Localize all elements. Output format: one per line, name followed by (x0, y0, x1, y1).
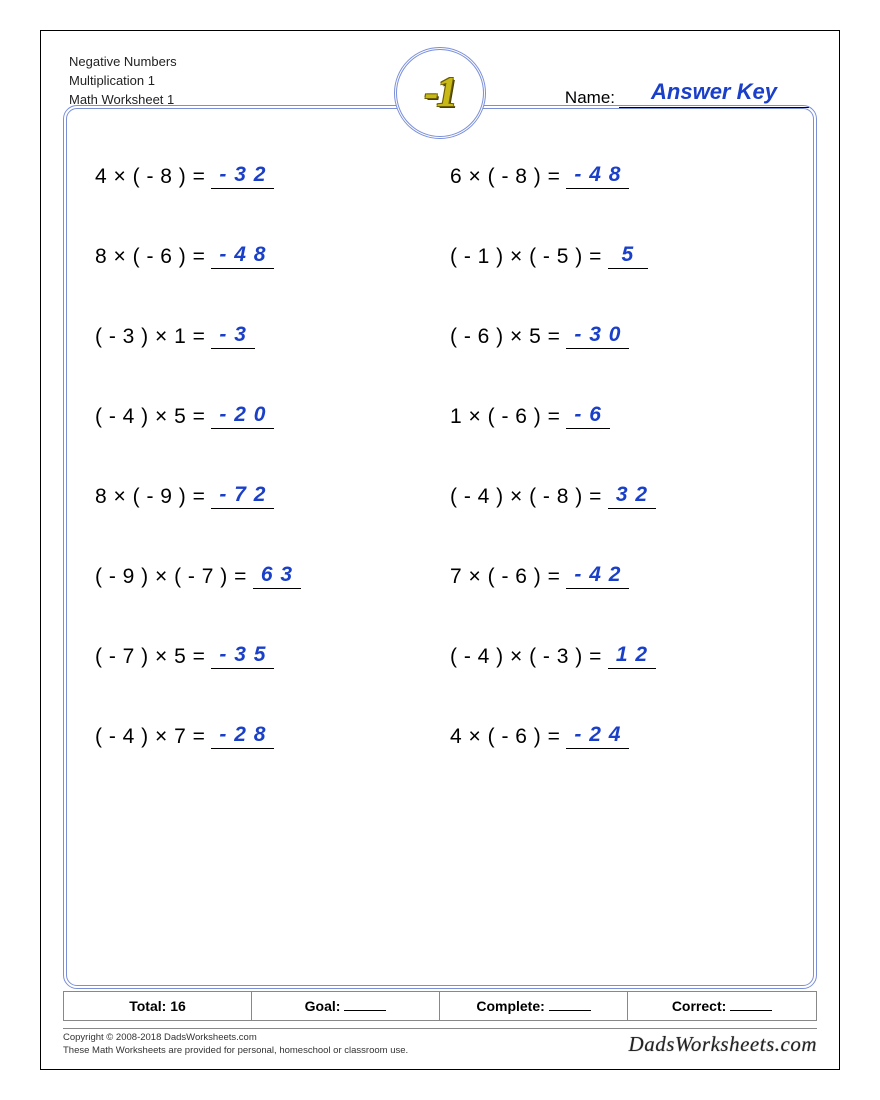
problem-equation: ( - 4 ) × ( - 3 ) = (450, 645, 602, 669)
problem-equation: 7 × ( - 6 ) = (450, 565, 560, 589)
problem-equation: ( - 3 ) × 1 = (95, 325, 205, 349)
score-total: Total: 16 (64, 992, 252, 1020)
badge-circle: -1 (394, 47, 486, 139)
problem-row: ( - 4 ) × ( - 8 ) =3 2 (450, 483, 785, 509)
problem-equation: 6 × ( - 8 ) = (450, 165, 560, 189)
score-goal-label: Goal: (305, 998, 341, 1014)
problem-row: ( - 7 ) × 5 =- 3 5 (95, 643, 430, 669)
score-goal-blank (344, 1010, 386, 1011)
problem-equation: ( - 1 ) × ( - 5 ) = (450, 245, 602, 269)
badge-text: -1 (425, 69, 456, 117)
problem-answer: - 7 2 (211, 483, 274, 509)
problem-answer: - 3 (211, 323, 255, 349)
problem-equation: ( - 7 ) × 5 = (95, 645, 205, 669)
problem-row: ( - 4 ) × 5 =- 2 0 (95, 403, 430, 429)
score-complete-blank (549, 1010, 591, 1011)
footer-note: These Math Worksheets are provided for p… (63, 1045, 408, 1057)
problem-row: ( - 1 ) × ( - 5 ) =5 (450, 243, 785, 269)
problem-answer: - 2 4 (566, 723, 629, 749)
problem-row: ( - 3 ) × 1 =- 3 (95, 323, 430, 349)
header-line-1: Negative Numbers (69, 53, 177, 72)
problem-answer: - 3 0 (566, 323, 629, 349)
problem-answer: - 2 0 (211, 403, 274, 429)
problem-equation: 8 × ( - 9 ) = (95, 485, 205, 509)
problem-equation: ( - 4 ) × ( - 8 ) = (450, 485, 602, 509)
problem-answer: - 4 8 (211, 243, 274, 269)
problem-answer: 6 3 (253, 563, 301, 589)
problem-row: 8 × ( - 9 ) =- 7 2 (95, 483, 430, 509)
header-line-2: Multiplication 1 (69, 72, 177, 91)
problem-row: ( - 6 ) × 5 =- 3 0 (450, 323, 785, 349)
problem-equation: ( - 6 ) × 5 = (450, 325, 560, 349)
problem-answer: - 4 2 (566, 563, 629, 589)
problem-row: 7 × ( - 6 ) =- 4 2 (450, 563, 785, 589)
problems-container: 4 × ( - 8 ) =- 3 26 × ( - 8 ) =- 4 88 × … (63, 105, 817, 989)
footer-copyright: Copyright © 2008-2018 DadsWorksheets.com (63, 1032, 408, 1044)
score-complete: Complete: (440, 992, 628, 1020)
problem-answer: - 6 (566, 403, 610, 429)
problem-equation: 4 × ( - 6 ) = (450, 725, 560, 749)
problem-row: 1 × ( - 6 ) =- 6 (450, 403, 785, 429)
problem-row: ( - 9 ) × ( - 7 ) =6 3 (95, 563, 430, 589)
name-value-line: Answer Key (619, 79, 809, 108)
footer-left: Copyright © 2008-2018 DadsWorksheets.com… (63, 1032, 408, 1057)
footer-brand: DadsWorksheets.com (629, 1032, 817, 1057)
problem-answer: 5 (608, 243, 648, 269)
problem-answer: - 2 8 (211, 723, 274, 749)
worksheet-page: Negative Numbers Multiplication 1 Math W… (40, 30, 840, 1070)
problem-equation: 4 × ( - 8 ) = (95, 165, 205, 189)
problems-grid: 4 × ( - 8 ) =- 3 26 × ( - 8 ) =- 4 88 × … (95, 159, 785, 965)
problem-row: ( - 4 ) × 7 =- 2 8 (95, 723, 430, 749)
problem-answer: - 3 5 (211, 643, 274, 669)
footer: Copyright © 2008-2018 DadsWorksheets.com… (63, 1028, 817, 1057)
score-goal: Goal: (252, 992, 440, 1020)
name-field: Name: Answer Key (565, 79, 809, 108)
problem-equation: ( - 4 ) × 7 = (95, 725, 205, 749)
problem-equation: 8 × ( - 6 ) = (95, 245, 205, 269)
score-complete-label: Complete: (476, 998, 544, 1014)
score-correct: Correct: (628, 992, 816, 1020)
score-correct-label: Correct: (672, 998, 726, 1014)
problem-row: 4 × ( - 6 ) =- 2 4 (450, 723, 785, 749)
problem-row: 6 × ( - 8 ) =- 4 8 (450, 163, 785, 189)
problem-row: 8 × ( - 6 ) =- 4 8 (95, 243, 430, 269)
problem-answer: - 3 2 (211, 163, 274, 189)
problem-answer: 3 2 (608, 483, 656, 509)
problem-equation: 1 × ( - 6 ) = (450, 405, 560, 429)
problem-row: 4 × ( - 8 ) =- 3 2 (95, 163, 430, 189)
score-correct-blank (730, 1010, 772, 1011)
problem-answer: - 4 8 (566, 163, 629, 189)
header-info: Negative Numbers Multiplication 1 Math W… (69, 53, 177, 110)
problem-equation: ( - 4 ) × 5 = (95, 405, 205, 429)
name-value: Answer Key (651, 79, 777, 104)
problem-row: ( - 4 ) × ( - 3 ) =1 2 (450, 643, 785, 669)
score-table: Total: 16 Goal: Complete: Correct: (63, 991, 817, 1021)
problem-equation: ( - 9 ) × ( - 7 ) = (95, 565, 247, 589)
badge: -1 (394, 47, 486, 139)
problem-answer: 1 2 (608, 643, 656, 669)
